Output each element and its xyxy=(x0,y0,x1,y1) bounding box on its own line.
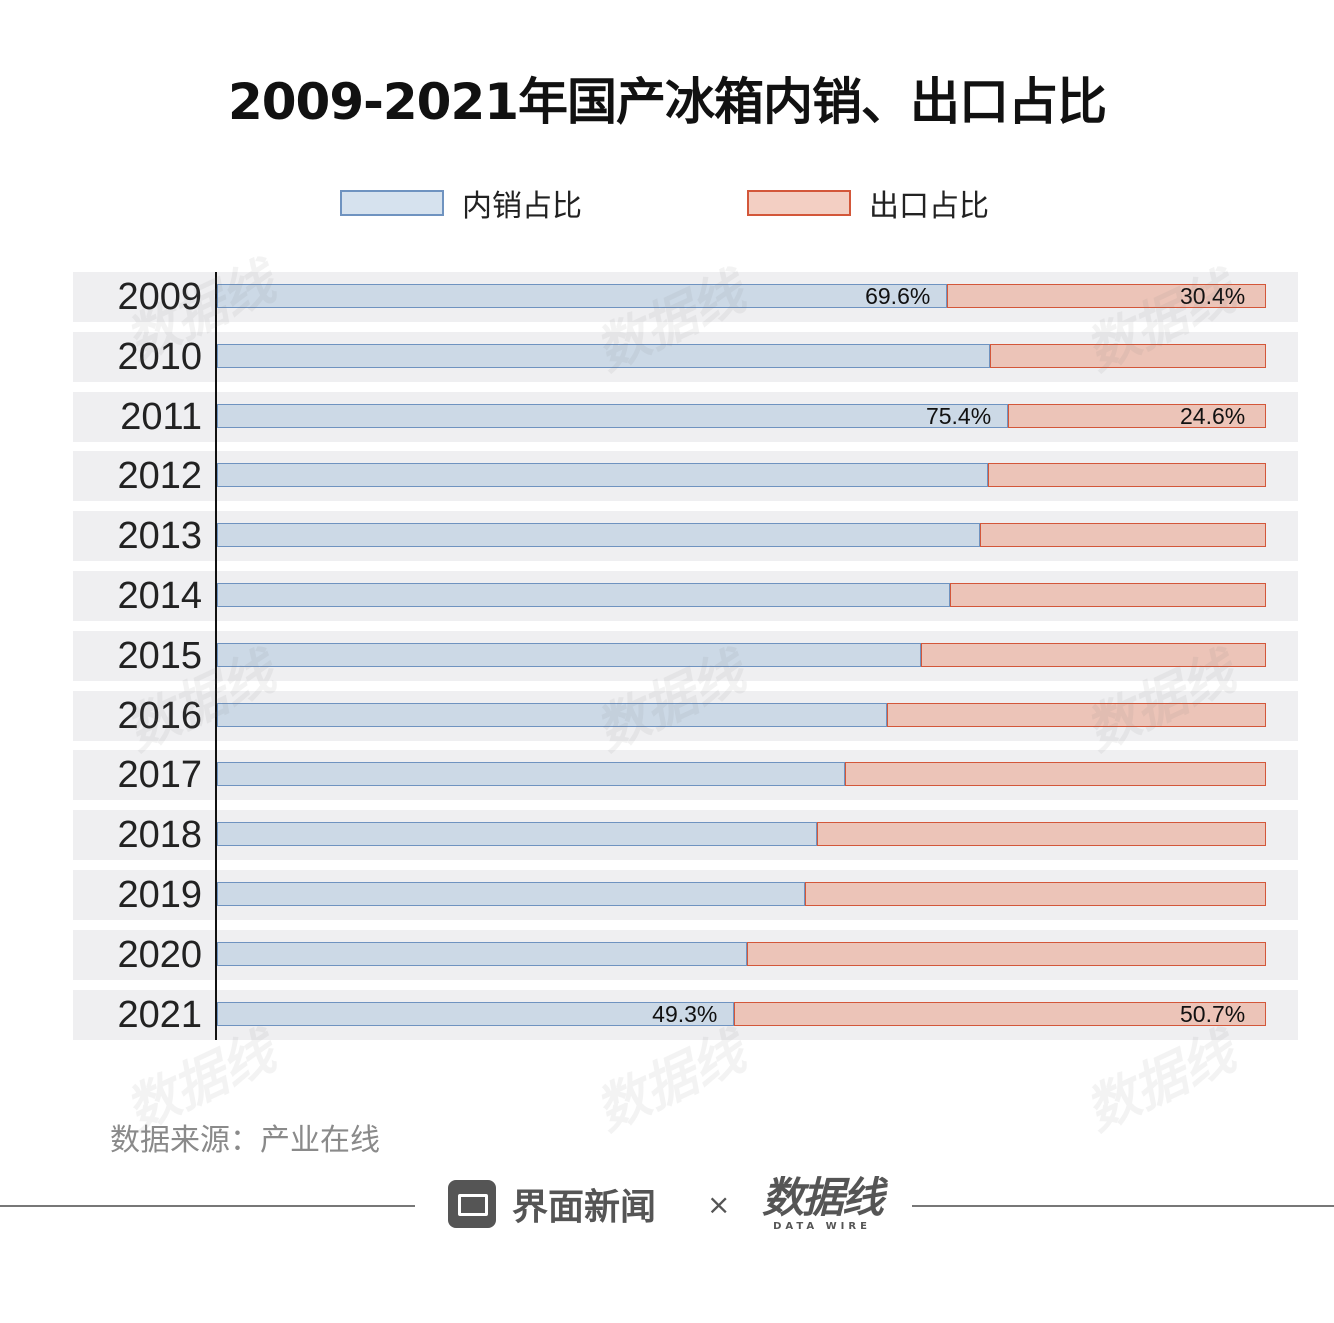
bar-domestic xyxy=(217,284,948,308)
data-label-domestic: 75.4% xyxy=(925,402,992,429)
bar-export xyxy=(734,1001,1266,1026)
bar-domestic xyxy=(217,523,980,548)
data-label-domestic: 49.3% xyxy=(652,1000,718,1027)
bar-export xyxy=(805,882,1266,906)
brand-icon xyxy=(448,1180,496,1228)
chart-title: 2009-2021年国产冰箱内销、出口占比 xyxy=(227,73,1107,131)
bar-export xyxy=(746,941,1266,966)
data-label-export: 30.4% xyxy=(1180,283,1246,309)
bar-domestic xyxy=(217,583,951,607)
y-tick-label: 2018 xyxy=(117,814,202,857)
data-label-domestic: 69.6% xyxy=(865,283,931,309)
brand-name: 界面新闻 xyxy=(512,1187,657,1228)
bar-export xyxy=(990,343,1266,368)
brand-logo: 界面新闻 xyxy=(448,1178,656,1230)
data-label-export: 24.6% xyxy=(1180,402,1246,429)
y-tick-label: 2017 xyxy=(117,754,202,797)
legend-item-export: 出口占比 xyxy=(747,188,989,224)
y-axis-line xyxy=(215,272,217,1040)
legend-label-export: 出口占比 xyxy=(869,189,989,224)
bar-export xyxy=(1007,403,1266,428)
bar-domestic xyxy=(217,1001,735,1026)
y-tick-label: 2012 xyxy=(117,455,202,498)
partner-logo: 数据线 DATA WIRE xyxy=(762,1164,884,1232)
y-tick-label: 2009 xyxy=(117,276,202,318)
bar-domestic xyxy=(217,403,1008,428)
bar-export xyxy=(979,523,1266,548)
y-tick-label: 2015 xyxy=(117,634,202,677)
bar-export xyxy=(817,822,1266,847)
y-tick-label: 2019 xyxy=(117,874,202,916)
bar-domestic xyxy=(217,822,818,847)
y-tick-label: 2020 xyxy=(117,933,202,976)
bar-domestic xyxy=(217,762,846,787)
y-tick-label: 2016 xyxy=(117,694,202,737)
bar-export xyxy=(988,463,1266,488)
bar-export xyxy=(947,284,1266,308)
bar-export xyxy=(845,762,1266,787)
legend-label-domestic: 内销占比 xyxy=(462,189,582,224)
y-tick-label: 2013 xyxy=(117,515,202,558)
source-note: 数据来源：产业在线 xyxy=(110,1123,380,1158)
bar-export xyxy=(887,702,1266,727)
bar-domestic xyxy=(217,882,806,906)
bar-export xyxy=(950,583,1266,607)
y-tick-label: 2011 xyxy=(120,395,202,438)
data-label-export: 50.7% xyxy=(1180,1000,1246,1027)
partner-subtitle: DATA WIRE xyxy=(773,1221,871,1232)
bar-domestic xyxy=(217,642,921,667)
collab-times: × xyxy=(707,1188,731,1221)
bar-domestic xyxy=(217,941,747,966)
bar-domestic xyxy=(217,463,988,488)
y-tick-label: 2021 xyxy=(117,993,202,1036)
y-tick-label: 2010 xyxy=(117,335,202,378)
bar-domestic xyxy=(217,343,991,368)
y-tick-label: 2014 xyxy=(117,575,202,617)
legend-item-domestic: 内销占比 xyxy=(340,188,582,224)
partner-name: 数据线 xyxy=(762,1173,884,1222)
footer-divider-right xyxy=(912,1205,1334,1207)
bar-domestic xyxy=(217,702,888,727)
bar-export xyxy=(920,642,1266,667)
footer-divider-left xyxy=(0,1205,415,1207)
legend-swatch-domestic xyxy=(340,190,444,216)
legend-swatch-export xyxy=(747,190,851,216)
